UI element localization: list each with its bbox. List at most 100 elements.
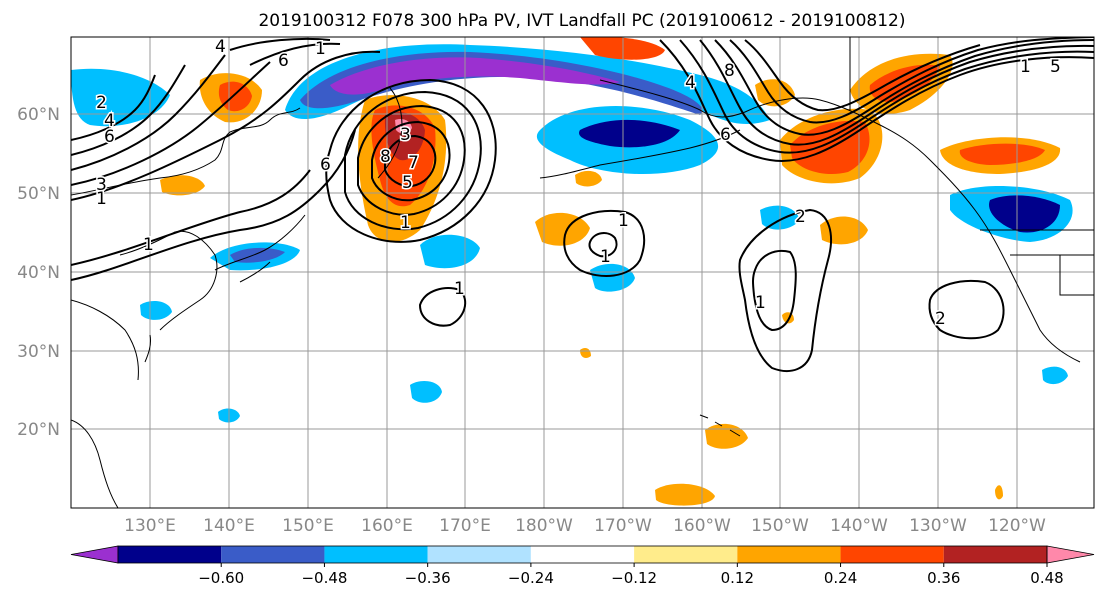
contour-label: 8: [380, 147, 391, 167]
colorbar-segment: [634, 546, 738, 563]
lon-label: 140°W: [830, 516, 888, 536]
contour-label: 2: [795, 207, 806, 227]
contour-arctic-1: [229, 37, 331, 51]
contour-label: 4: [215, 37, 226, 57]
contour-label: 1: [96, 189, 107, 209]
pv-positive-east-core: [959, 143, 1045, 165]
contour-kamchatka-loop-4: [371, 120, 451, 202]
colorbar-tick-label: 0.12: [721, 569, 754, 587]
contour-label: 5: [1050, 57, 1061, 77]
lon-label: 170°E: [439, 516, 491, 536]
colorbar-segment: [118, 546, 222, 563]
lon-label: 130°E: [124, 516, 176, 536]
contour-arctic-2: [249, 42, 341, 66]
colorbar-segment: [427, 546, 531, 563]
pv-negative-west: [71, 68, 170, 127]
lon-label: 140°E: [203, 516, 255, 536]
pv-positive-south: [655, 483, 715, 506]
colorbar-segment: [737, 546, 841, 563]
lon-label: 170°W: [594, 516, 652, 536]
contour-label: 1: [618, 211, 629, 231]
colorbar-extend-low: [70, 545, 119, 564]
contour-label: 5: [402, 173, 413, 193]
contour-kamchatka-loop-3: [357, 104, 466, 216]
pv-negative-small-2: [590, 263, 635, 292]
lat-label: 20°N: [17, 420, 60, 440]
contour-kamchatka-loop-1: [325, 78, 497, 243]
latitude-labels: 60°N 50°N 40°N 30°N 20°N: [17, 105, 60, 440]
contour-label: 8: [724, 61, 735, 81]
colorbar-tick-label: −0.12: [611, 569, 657, 587]
contour-ridge-west-2: [71, 169, 311, 266]
pv-positive-kamchatka-core: [384, 112, 425, 161]
contour-east-loop: [928, 279, 1005, 340]
colorbar-segment: [324, 546, 428, 563]
japan-islands: [144, 214, 306, 363]
contours: [71, 37, 1094, 372]
colorbar-segment: [943, 546, 1047, 563]
lon-label: 150°W: [751, 516, 809, 536]
asia-coast: [71, 107, 301, 508]
contour-central-loop-2: [588, 232, 618, 258]
contour-label: 3: [96, 175, 107, 195]
pv-negative-small-6: [140, 300, 172, 320]
colorbar-tick-label: 0.48: [1030, 569, 1063, 587]
contour-label: 1: [315, 39, 326, 59]
colorbar-segment: [840, 546, 944, 563]
colorbar-outline: [117, 545, 1048, 564]
map-frame: [70, 36, 1095, 509]
pv-negative-small-7: [1042, 366, 1068, 385]
contour-trough-west-3: [71, 54, 226, 171]
contour-label: 4: [104, 111, 115, 131]
lon-label: 160°W: [673, 516, 731, 536]
contour-ridge-west-1: [71, 129, 356, 281]
pv-negative-band-north-deep: [330, 57, 620, 95]
pv-negative-gulf-core: [579, 119, 680, 148]
contour-alaska-2: [679, 39, 1094, 154]
contour-kamchatka-loop-5: [384, 134, 437, 188]
aleutians: [539, 129, 741, 179]
pv-positive-west-core: [218, 81, 252, 112]
contour-trough-east-outer: [738, 208, 832, 372]
contour-alaska-1: [659, 39, 1094, 162]
contour-label: 4: [685, 73, 696, 93]
lat-label: 30°N: [17, 342, 60, 362]
contour-label: 3: [400, 125, 411, 145]
colorbar: −0.60 −0.48 −0.36 −0.24 −0.12 0.12 0.24 0.36 0.4…: [70, 545, 1095, 587]
contour-alaska-6: [744, 39, 981, 112]
coastlines: [71, 37, 1094, 508]
colorbar-segment: [221, 546, 325, 563]
colorbar-tick-label: 0.24: [824, 569, 857, 587]
contour-label: 1: [755, 293, 766, 313]
colorbar-extend-high: [1046, 545, 1095, 564]
contour-label: 6: [720, 125, 731, 145]
contour-label: 6: [104, 127, 115, 147]
contour-label: 6: [278, 51, 289, 71]
pv-positive-central-1: [535, 212, 590, 246]
contour-label: 1: [400, 213, 411, 233]
pv-positive-central-4: [160, 175, 205, 196]
colorbar-tick-label: −0.36: [405, 569, 451, 587]
colorbar-tick-label: 0.36: [927, 569, 960, 587]
us-borders: [849, 37, 1094, 296]
colorbar-tick-label: −0.48: [301, 569, 347, 587]
lon-label: 180°W: [515, 516, 573, 536]
contour-alaska-4: [714, 39, 1094, 136]
contour-central-small: [418, 287, 467, 327]
contour-trough-west-4: [71, 64, 186, 156]
pv-negative-east-core: [989, 195, 1060, 233]
alaska-coast: [599, 79, 1081, 363]
colorbar-tick-label: −0.60: [198, 569, 244, 587]
hawaii: [699, 414, 741, 437]
lon-label: 150°E: [282, 516, 334, 536]
map-panel: 4 6 1 2 4 6 3 1 6 8 5 7 1 3 4 6 8 1 1 1: [17, 36, 1095, 536]
longitude-labels: 130°E 140°E 150°E 160°E 170°E 180°W 170°…: [124, 516, 1046, 536]
contour-kamchatka-loop-2: [344, 90, 482, 231]
lon-label: 120°W: [988, 516, 1046, 536]
contour-alaska-3: [699, 39, 1094, 146]
gridlines: [71, 37, 1094, 508]
pv-positive-hawaii: [705, 423, 748, 449]
contour-label: 2: [935, 309, 946, 329]
